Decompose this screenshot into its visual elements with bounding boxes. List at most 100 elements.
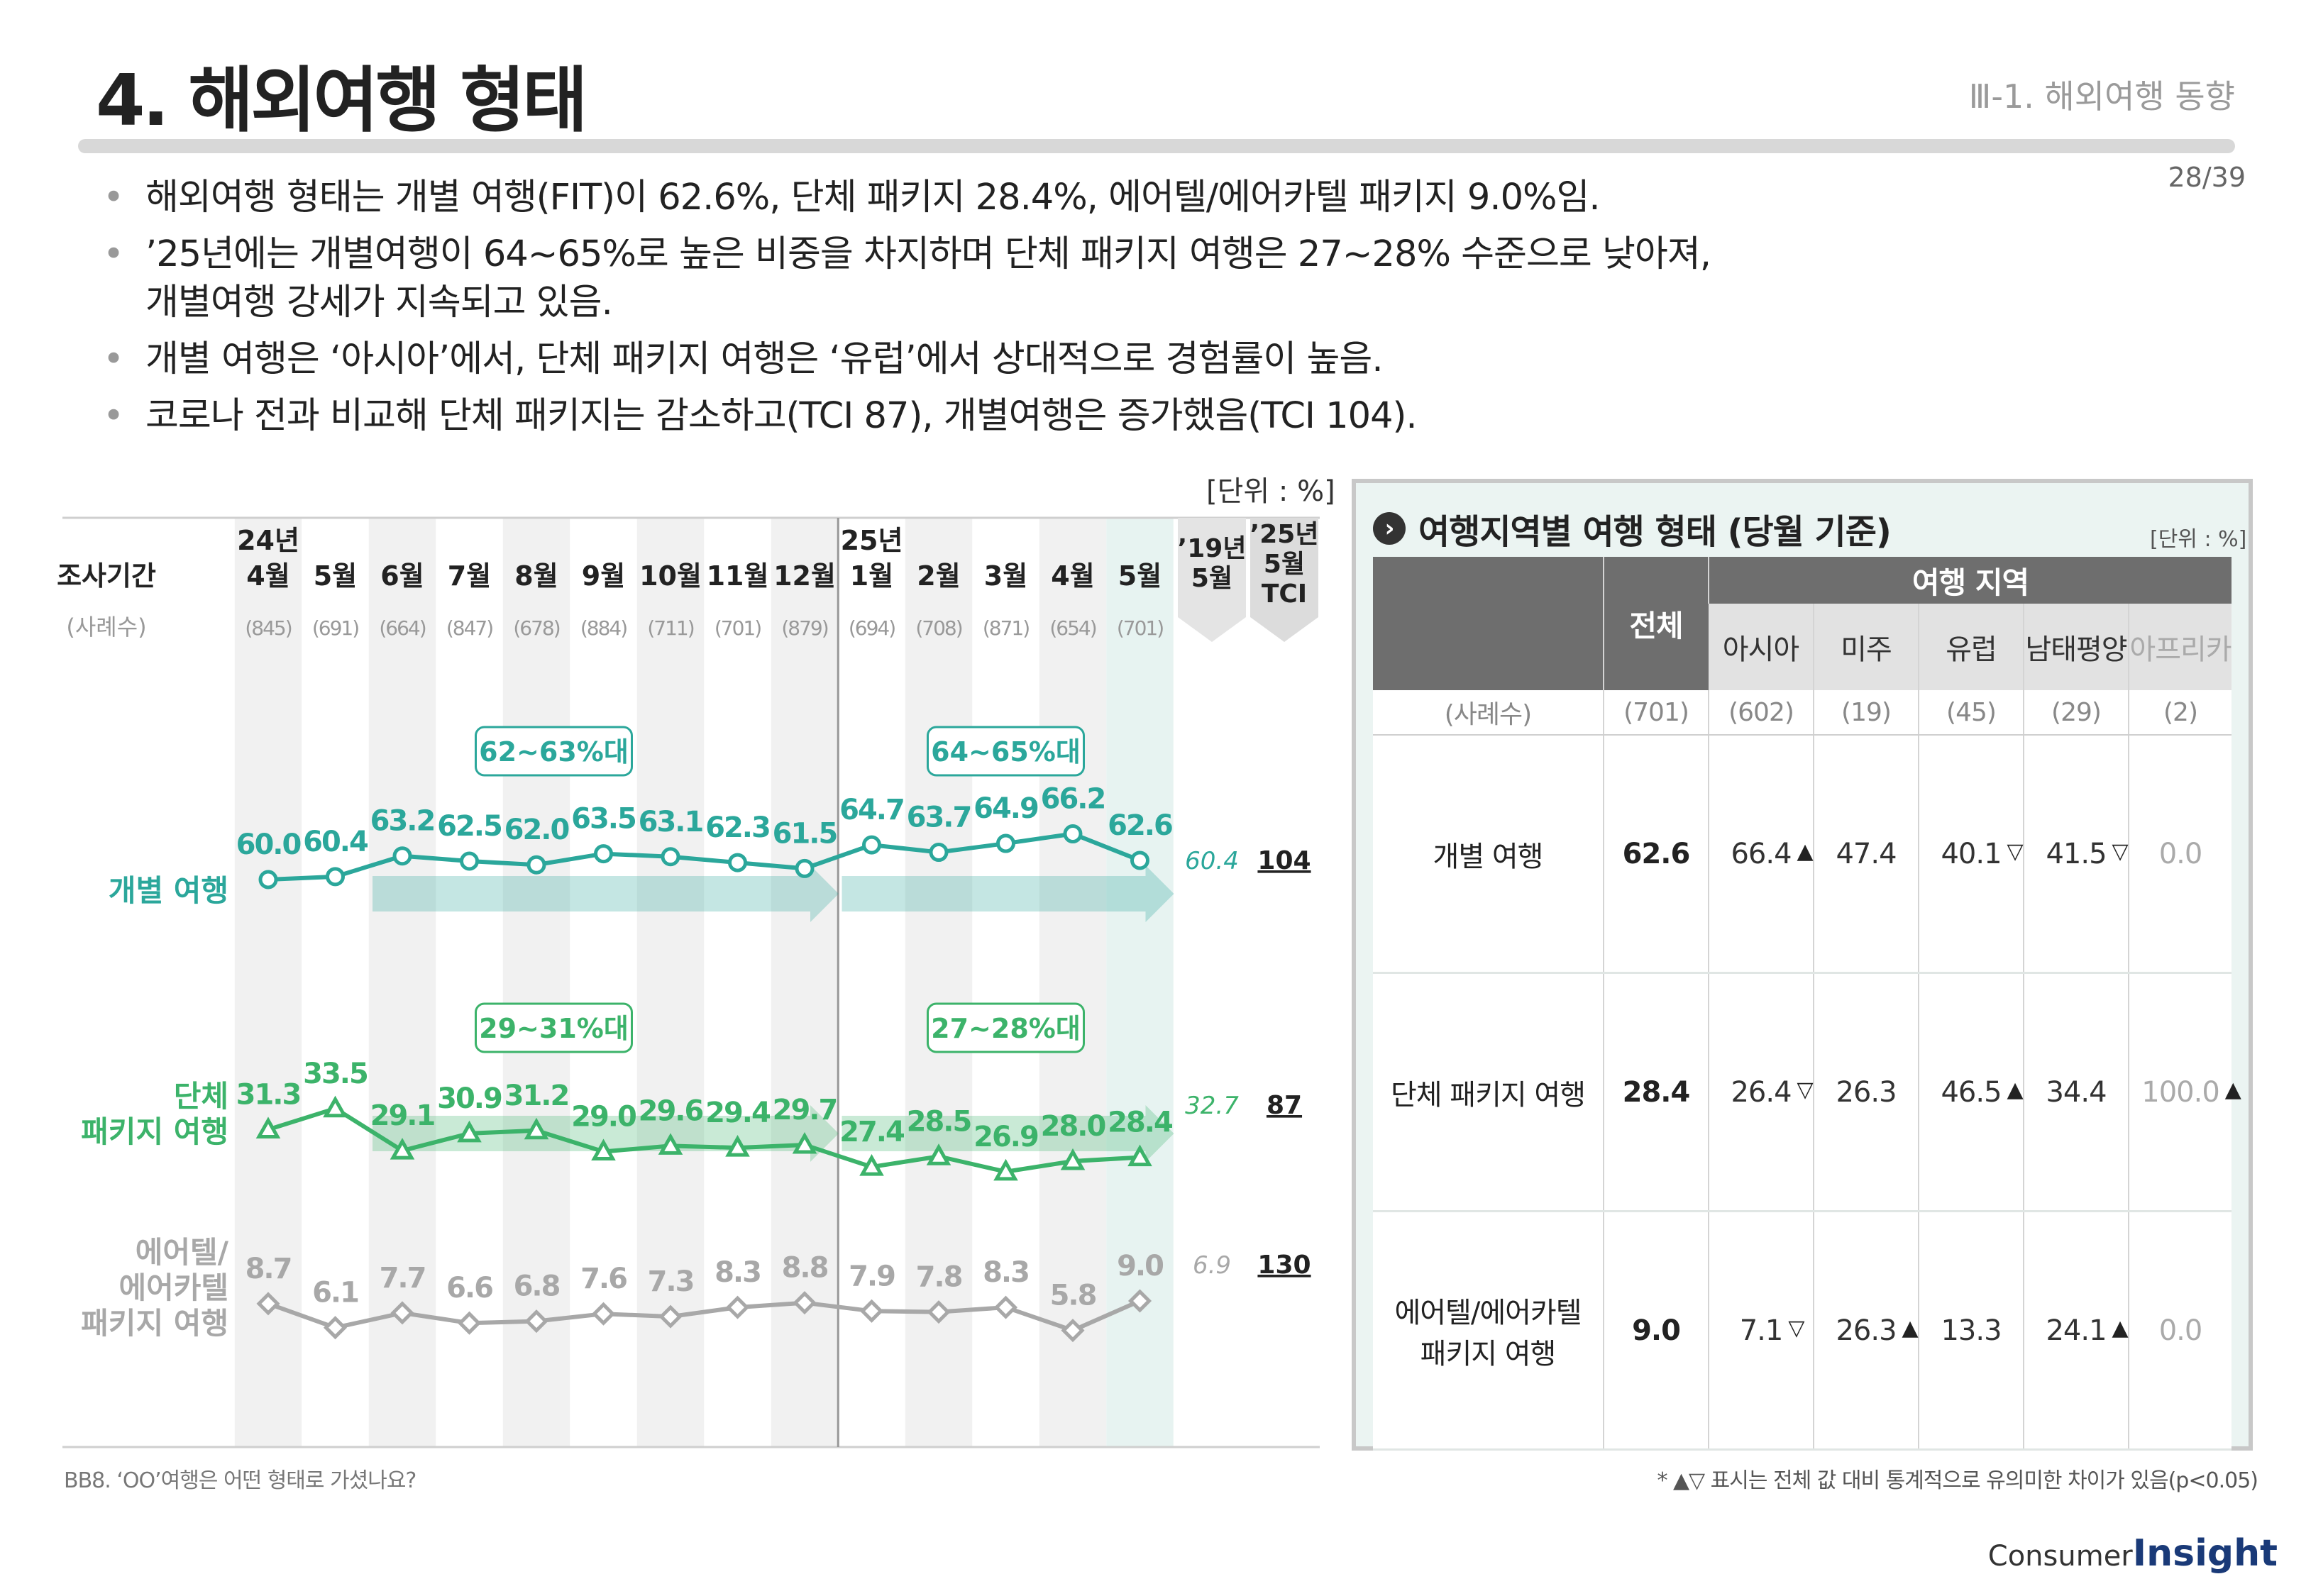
- ref-2019-value: 32.7: [1185, 1092, 1239, 1120]
- data-label: 29.6: [639, 1095, 703, 1127]
- ref-header-label: ’19년: [1178, 534, 1247, 563]
- data-label: 8.8: [782, 1252, 828, 1285]
- x-tick-label: 4월: [1051, 560, 1094, 592]
- bullet-item: • 코로나 전과 비교해 단체 패키지는 감소하고(TCI 87), 개별여행은 …: [103, 395, 1418, 437]
- x-tick-label: 7월: [448, 560, 491, 592]
- data-point: [594, 844, 613, 864]
- data-label: 62.3: [705, 811, 770, 844]
- data-point: [256, 1292, 280, 1316]
- total-cell: 62.6: [1603, 735, 1709, 974]
- data-point: [1130, 850, 1149, 870]
- data-label: 7.9: [849, 1260, 895, 1292]
- range-label: 29~31%대: [479, 1013, 629, 1044]
- range-label-box: [475, 1002, 633, 1053]
- total-cell: 28.4: [1603, 972, 1709, 1212]
- data-label: 9.0: [1117, 1250, 1163, 1282]
- series-name: 에어텔/: [136, 1235, 229, 1270]
- x-tick-label: 8월: [514, 560, 558, 592]
- data-point: [1061, 1319, 1085, 1343]
- page-number: 28/39: [2168, 162, 2246, 193]
- section-label: Ⅲ-1. 해외여행 동향: [1968, 77, 2235, 116]
- data-point: [661, 847, 680, 867]
- data-point: [390, 1301, 414, 1325]
- count-label: (708): [915, 616, 961, 640]
- range-label: 62~63%대: [479, 736, 629, 767]
- count-cell: (701): [1603, 690, 1709, 736]
- series-name: 패키지 여행: [81, 1306, 228, 1341]
- data-point: [323, 1316, 348, 1340]
- count-label: (879): [781, 616, 827, 640]
- ref-2019-value: 6.9: [1193, 1251, 1231, 1280]
- row-label: 에어텔/에어카텔 패키지 여행: [1373, 1211, 1604, 1451]
- data-point: [725, 1295, 750, 1319]
- data-label: 63.5: [571, 803, 636, 836]
- data-point: [1127, 1144, 1152, 1167]
- data-label: 33.5: [303, 1058, 368, 1090]
- series-name: 개별 여행: [109, 873, 228, 908]
- data-label: 8.3: [983, 1256, 1029, 1289]
- data-point: [591, 1302, 616, 1326]
- up-marker-icon: ▲: [2224, 1077, 2241, 1102]
- data-point: [926, 1143, 951, 1165]
- count-label: (664): [379, 616, 425, 640]
- data-point: [457, 1311, 482, 1335]
- data-point: [725, 1135, 750, 1157]
- data-label: 60.0: [236, 829, 301, 861]
- header-total: 전체: [1603, 557, 1709, 690]
- data-label: 30.9: [437, 1082, 502, 1115]
- column-band: [905, 518, 973, 1447]
- data-label: 64.7: [839, 794, 904, 826]
- data-point: [658, 1133, 683, 1155]
- header-region: 남태평양: [2023, 604, 2129, 690]
- header-region: 아프리카: [2127, 604, 2232, 690]
- data-label: 61.5: [773, 817, 837, 850]
- data-label: 63.2: [370, 805, 435, 838]
- range-arrow: [373, 865, 839, 922]
- data-label: 29.1: [370, 1099, 435, 1132]
- count-cell: (29): [2023, 690, 2129, 736]
- data-point: [993, 1295, 1018, 1319]
- tci-header-chevron: [1250, 518, 1318, 642]
- range-label-box: [475, 726, 633, 777]
- x-tick-label: 6월: [380, 560, 424, 592]
- header-region: 아시아: [1709, 604, 1814, 690]
- chevron-right-icon: ›: [1373, 512, 1406, 545]
- count-header: (사례수): [66, 614, 146, 641]
- data-label: 62.5: [437, 810, 502, 843]
- series-name: 패키지 여행: [81, 1114, 228, 1149]
- data-label: 5.8: [1050, 1280, 1096, 1312]
- up-marker-icon: ▲: [1902, 1315, 1919, 1341]
- tci-value: 104: [1257, 846, 1311, 875]
- column-band: [502, 518, 570, 1447]
- count-cell: (602): [1708, 690, 1814, 736]
- bullet-item: • 개별 여행은 ‘아시아’에서, 단체 패키지 여행은 ‘유럽’에서 상대적으로…: [103, 338, 1384, 380]
- column-band: [636, 518, 705, 1447]
- x-tick-label: 12월: [773, 560, 836, 592]
- series-name: 에어카텔: [118, 1270, 228, 1305]
- data-label: 6.8: [514, 1270, 560, 1303]
- significance-note: * ▲▽ 표시는 전체 값 대비 통계적으로 유의미한 차이가 있음(p<0.0…: [1657, 1468, 2258, 1493]
- data-label: 63.7: [907, 802, 971, 834]
- x-tick-label: 11월: [707, 560, 769, 592]
- data-point: [795, 858, 815, 878]
- data-point: [524, 1309, 548, 1334]
- data-label: 6.1: [312, 1277, 358, 1309]
- brand-logo: ConsumerInsight: [1987, 1532, 2278, 1575]
- data-point: [390, 1138, 415, 1160]
- data-label: 28.5: [907, 1105, 971, 1138]
- count-label: (사례수): [1373, 690, 1604, 736]
- data-point: [728, 853, 747, 872]
- count-label: (654): [1049, 616, 1096, 640]
- tci-header-label: TCI: [1262, 580, 1307, 609]
- data-label: 28.4: [1108, 1107, 1172, 1139]
- row-label: 단체 패키지 여행: [1373, 972, 1604, 1212]
- table-row: 개별 여행 62.6 66.4 ▲ 47.4 40.1 ▽ 41.5 ▽ 0.0: [1373, 735, 2232, 974]
- up-marker-icon: ▲: [2112, 1315, 2129, 1341]
- tci-header-label: 5월: [1264, 550, 1305, 579]
- header-region: 미주: [1813, 604, 1919, 690]
- data-label: 29.7: [773, 1094, 837, 1126]
- ref-header-label: 5월: [1191, 564, 1232, 593]
- data-point: [258, 870, 278, 890]
- down-marker-icon: ▽: [1788, 1315, 1804, 1341]
- down-marker-icon: ▽: [2112, 838, 2129, 864]
